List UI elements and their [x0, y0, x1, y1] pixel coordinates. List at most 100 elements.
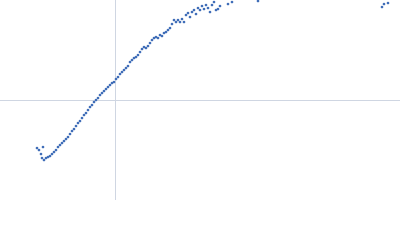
data-point: [66, 135, 70, 139]
data-point: [194, 12, 198, 16]
data-point: [44, 156, 48, 160]
data-point: [182, 20, 186, 24]
data-point: [172, 18, 176, 22]
data-point: [212, 0, 216, 4]
data-point: [176, 18, 180, 22]
data-point: [166, 28, 170, 32]
data-point: [170, 22, 174, 26]
data-point: [168, 26, 172, 30]
data-point: [218, 4, 222, 8]
data-point: [72, 127, 76, 131]
data-point: [214, 8, 218, 12]
data-point: [42, 158, 46, 162]
data-point: [138, 50, 142, 54]
data-point: [104, 87, 108, 91]
data-point: [37, 148, 41, 152]
data-point: [102, 89, 106, 93]
data-point: [46, 155, 50, 159]
data-point: [80, 116, 84, 120]
data-point: [198, 8, 202, 12]
data-point: [156, 36, 160, 40]
data-point: [154, 35, 158, 39]
data-point: [180, 17, 184, 21]
data-point: [116, 75, 120, 79]
data-point: [90, 103, 94, 107]
data-point: [94, 98, 98, 102]
data-point: [35, 146, 39, 150]
data-point: [122, 68, 126, 72]
data-point: [106, 85, 110, 89]
data-point: [58, 143, 62, 147]
data-point: [188, 15, 192, 19]
data-point: [160, 34, 164, 38]
data-point: [130, 58, 134, 62]
data-point: [74, 124, 78, 128]
data-point: [86, 108, 90, 112]
data-point: [162, 31, 166, 35]
data-point: [52, 150, 56, 154]
data-point: [76, 121, 80, 125]
data-point: [108, 83, 112, 87]
data-point: [112, 80, 116, 84]
data-point: [100, 91, 104, 95]
data-point: [68, 132, 72, 136]
data-point: [152, 36, 156, 40]
data-point: [92, 100, 96, 104]
data-point: [64, 137, 68, 141]
data-point: [204, 3, 208, 7]
data-point: [54, 148, 58, 152]
data-point: [50, 152, 54, 156]
data-point: [142, 45, 146, 49]
data-point: [192, 8, 196, 12]
data-point: [118, 72, 122, 76]
data-point: [128, 60, 132, 64]
data-point: [178, 20, 182, 24]
data-point: [174, 20, 178, 24]
data-point: [230, 0, 234, 4]
data-point: [78, 119, 82, 123]
data-point: [98, 93, 102, 97]
data-point: [140, 47, 144, 51]
data-point: [386, 1, 390, 5]
data-point: [136, 53, 140, 57]
data-point: [210, 3, 214, 7]
data-point: [206, 6, 210, 10]
data-point: [56, 145, 60, 149]
data-point: [184, 13, 188, 17]
data-point: [96, 96, 100, 100]
data-point: [110, 81, 114, 85]
data-point: [134, 55, 138, 59]
data-point: [202, 7, 206, 11]
data-point: [126, 64, 130, 68]
data-point: [144, 46, 148, 50]
data-point: [186, 11, 190, 15]
data-point: [124, 66, 128, 70]
data-point: [256, 0, 260, 3]
data-point: [380, 5, 384, 9]
data-point: [150, 38, 154, 42]
data-point: [200, 4, 204, 8]
data-point: [190, 10, 194, 14]
data-point: [60, 141, 64, 145]
data-point: [132, 56, 136, 60]
data-point: [146, 44, 150, 48]
data-point: [164, 30, 168, 34]
data-point: [158, 33, 162, 37]
data-point: [40, 156, 44, 160]
data-point: [114, 77, 118, 81]
data-point: [48, 154, 52, 158]
data-point: [208, 10, 212, 14]
data-point: [216, 7, 220, 11]
data-point: [62, 139, 66, 143]
data-point: [382, 2, 386, 6]
data-point: [196, 6, 200, 10]
data-point: [226, 2, 230, 6]
page: (() => { const data = JSON.parse(documen…: [0, 0, 400, 200]
data-point: [148, 41, 152, 45]
data-point: [84, 111, 88, 115]
chart: [0, 0, 400, 200]
data-point: [41, 145, 45, 149]
data-point: [70, 129, 74, 133]
data-point: [120, 70, 124, 74]
data-point: [82, 113, 86, 117]
